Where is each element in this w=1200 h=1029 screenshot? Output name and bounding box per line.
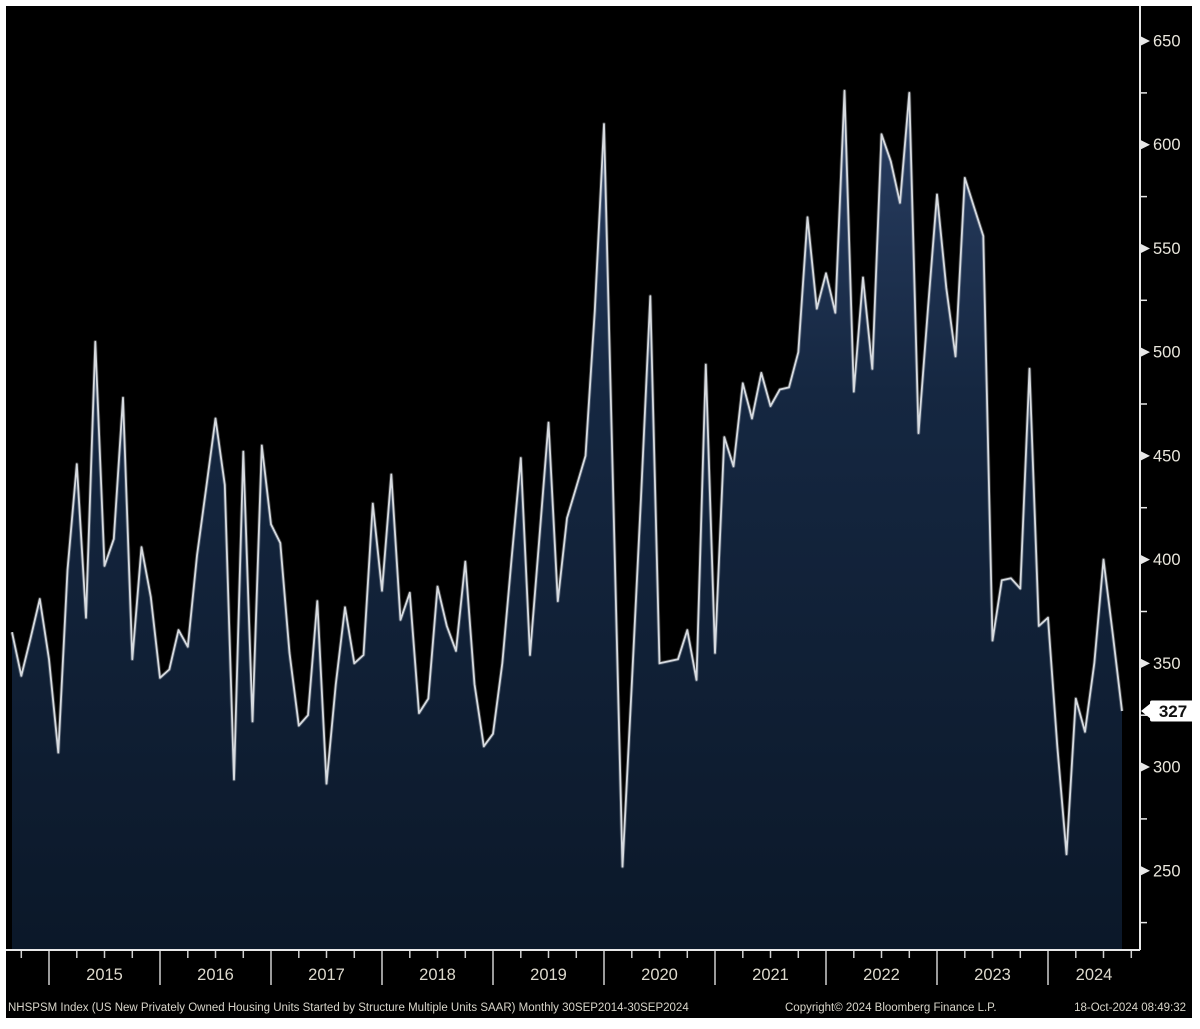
x-year-label-2020: 2020 [641,966,678,984]
y-tick-label-600: 600 [1153,136,1181,154]
copyright-text: Copyright© 2024 Bloomberg Finance L.P. [785,1002,997,1014]
y-tick-arrow-650 [1141,36,1150,46]
x-year-label-2018: 2018 [419,966,456,984]
y-tick-label-450: 450 [1153,447,1181,465]
y-tick-label-550: 550 [1153,240,1181,258]
y-tick-label-250: 250 [1153,862,1181,880]
y-tick-arrow-550 [1141,243,1150,253]
y-tick-label-350: 350 [1153,655,1181,673]
x-year-label-2017: 2017 [308,966,345,984]
x-year-label-2024: 2024 [1076,966,1113,984]
timestamp: 18-Oct-2024 08:49:32 [1074,1002,1186,1014]
x-year-label-2019: 2019 [530,966,567,984]
series-line [11,89,1123,868]
y-tick-arrow-600 [1141,140,1150,150]
x-year-label-2023: 2023 [974,966,1011,984]
y-tick-label-500: 500 [1153,344,1181,362]
badge-value: 327 [1159,702,1187,721]
y-tick-arrow-350 [1141,658,1150,668]
y-tick-arrow-300 [1141,762,1150,772]
x-year-label-2015: 2015 [86,966,123,984]
security-description: NHSPSM Index (US New Privately Owned Hou… [8,1002,689,1014]
last-value-badge: 327 [1141,700,1196,722]
y-tick-arrow-250 [1141,866,1150,876]
footer-bar: NHSPSM Index (US New Privately Owned Hou… [6,1000,1192,1016]
y-tick-arrow-450 [1141,451,1150,461]
y-tick-arrow-500 [1141,347,1150,357]
badge-arrow-left-icon [1141,703,1151,720]
y-tick-label-300: 300 [1153,759,1181,777]
y-tick-label-650: 650 [1153,33,1181,51]
y-tick-arrow-400 [1141,555,1150,565]
x-year-label-2016: 2016 [197,966,234,984]
x-year-label-2021: 2021 [752,966,789,984]
badge-box [1150,700,1196,722]
y-tick-label-400: 400 [1153,551,1181,569]
x-year-label-2022: 2022 [863,966,900,984]
